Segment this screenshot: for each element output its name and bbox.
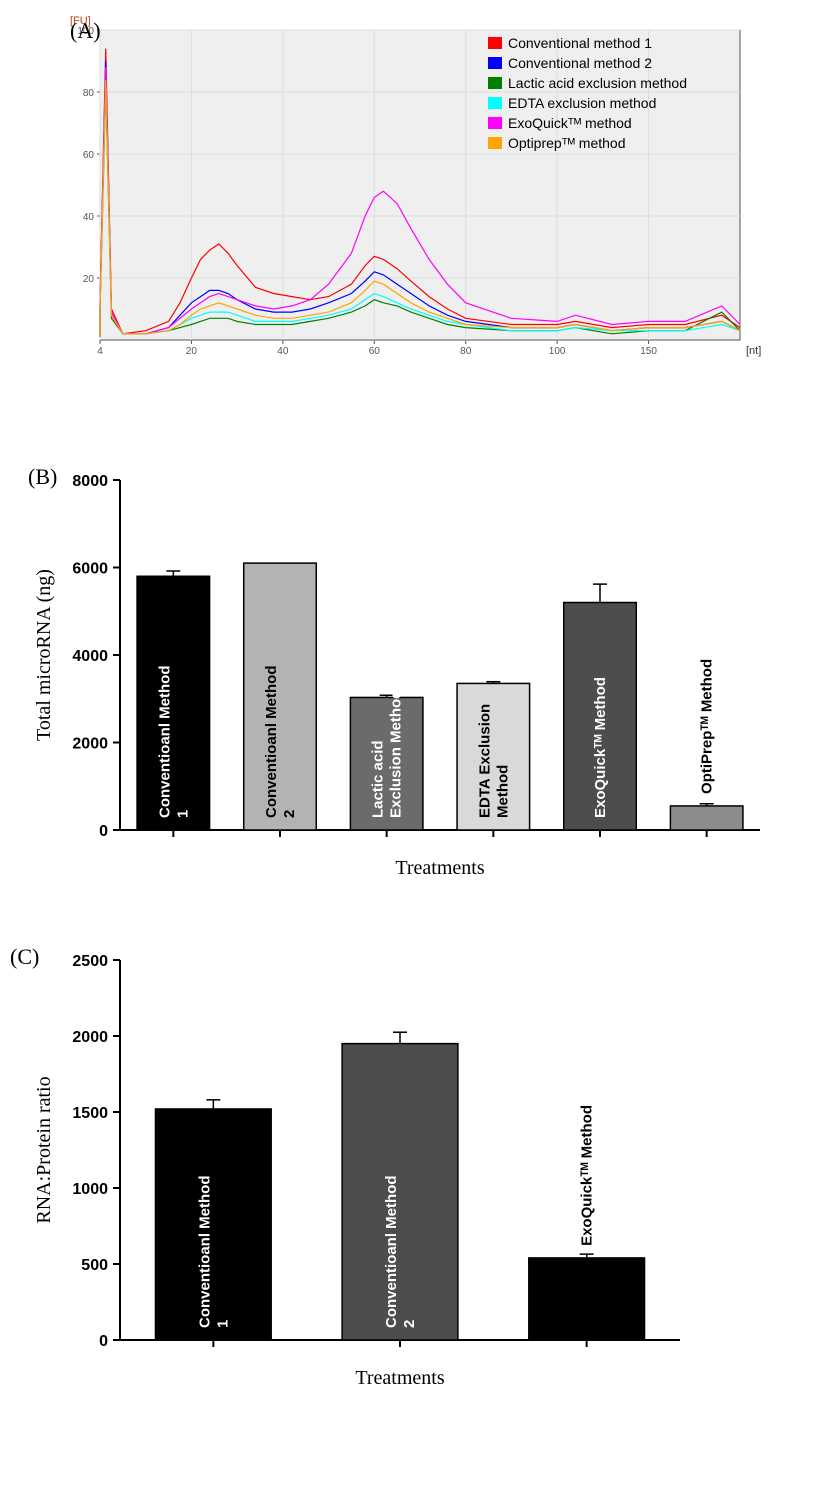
panel-c-label: (C) [10, 944, 39, 970]
svg-text:Conventioanl Method: Conventioanl Method [196, 1176, 213, 1329]
svg-text:20: 20 [83, 274, 95, 285]
panel-a-label: (A) [70, 18, 101, 44]
svg-text:500: 500 [81, 1257, 108, 1274]
panel-c: (C) 0 500 1000 1500 2000 2500 RNA:Protein rati… [0, 940, 827, 1460]
svg-text:40: 40 [83, 212, 95, 223]
svg-text:Conventioanl Method: Conventioanl Method [383, 1176, 400, 1329]
svg-text:EDTA Exclusion: EDTA Exclusion [476, 704, 493, 818]
panel-c-chart: 0 500 1000 1500 2000 2500 RNA:Protein ratio Tre… [0, 940, 827, 1500]
svg-text:6000: 6000 [72, 561, 108, 578]
svg-text:Treatments: Treatments [355, 1367, 444, 1389]
svg-text:ExoQuickᵀᴹ method: ExoQuickᵀᴹ method [508, 115, 632, 131]
svg-text:4: 4 [97, 346, 103, 357]
svg-text:Total microRNA (ng): Total microRNA (ng) [33, 569, 55, 741]
svg-text:60: 60 [369, 346, 381, 357]
panel-b-chart: 0 2000 4000 6000 8000 Total microRNA (ng) Trea… [0, 460, 827, 980]
svg-text:2000: 2000 [72, 1029, 108, 1046]
svg-text:Conventioanl Method: Conventioanl Method [156, 666, 173, 819]
svg-text:Optiprepᵀᴹ method: Optiprepᵀᴹ method [508, 135, 625, 151]
svg-text:ExoQuickᵀᴹ Method: ExoQuickᵀᴹ Method [579, 1105, 596, 1246]
svg-text:2500: 2500 [72, 953, 108, 970]
svg-text:20: 20 [186, 346, 198, 357]
svg-text:40: 40 [277, 346, 289, 357]
svg-text:1: 1 [214, 1320, 231, 1328]
svg-text:80: 80 [83, 88, 95, 99]
svg-text:[nt]: [nt] [746, 345, 761, 357]
svg-text:2: 2 [281, 810, 298, 818]
svg-text:Conventional method 2: Conventional method 2 [508, 55, 652, 71]
svg-text:1500: 1500 [72, 1105, 108, 1122]
svg-text:4000: 4000 [72, 648, 108, 665]
svg-text:OptiPrepᵀᴹ Method: OptiPrepᵀᴹ Method [699, 659, 716, 794]
svg-text:RNA:Protein ratio: RNA:Protein ratio [33, 1076, 55, 1223]
panel-a-chart: 20406080100420406080100150[FU][nt]Conven… [0, 0, 827, 420]
svg-text:Exclusion Method: Exclusion Method [388, 690, 405, 818]
svg-text:EDTA exclusion method: EDTA exclusion method [508, 95, 656, 111]
svg-text:100: 100 [549, 346, 566, 357]
svg-text:60: 60 [83, 150, 95, 161]
svg-text:Treatments: Treatments [395, 857, 484, 879]
svg-text:Conventioanl Method: Conventioanl Method [263, 666, 280, 819]
svg-text:2000: 2000 [72, 736, 108, 753]
svg-text:ExoQuickᵀᴹ Method: ExoQuickᵀᴹ Method [592, 677, 609, 818]
panel-b-label: (B) [28, 464, 57, 490]
svg-text:Conventional method 1: Conventional method 1 [508, 35, 652, 51]
svg-text:80: 80 [460, 346, 472, 357]
svg-text:150: 150 [640, 346, 657, 357]
panel-b: (B) 0 2000 4000 6000 8000 Total microRNA (ng)… [0, 460, 827, 940]
svg-text:1: 1 [174, 810, 191, 818]
svg-text:Lactic acid: Lactic acid [370, 740, 387, 818]
panel-a: (A) 20406080100420406080100150[FU][nt]Co… [0, 0, 827, 460]
svg-text:0: 0 [99, 1333, 108, 1350]
figure: (A) 20406080100420406080100150[FU][nt]Co… [0, 0, 827, 1460]
svg-text:2: 2 [401, 1320, 418, 1328]
svg-text:8000: 8000 [72, 473, 108, 490]
svg-text:Method: Method [494, 765, 511, 818]
svg-text:Lactic acid exclusion method: Lactic acid exclusion method [508, 75, 687, 91]
svg-text:0: 0 [99, 823, 108, 840]
svg-text:1000: 1000 [72, 1181, 108, 1198]
